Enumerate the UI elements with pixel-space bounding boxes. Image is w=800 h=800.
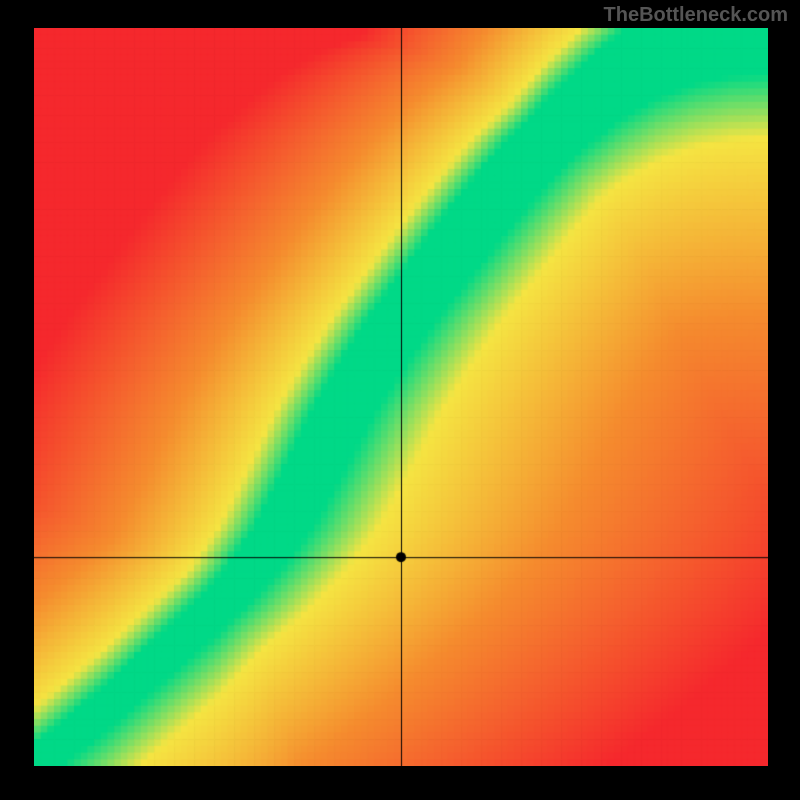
heatmap-canvas: [34, 28, 768, 766]
heatmap-plot: [34, 28, 768, 766]
watermark-text: TheBottleneck.com: [604, 4, 788, 27]
chart-container: TheBottleneck.com: [0, 0, 800, 800]
